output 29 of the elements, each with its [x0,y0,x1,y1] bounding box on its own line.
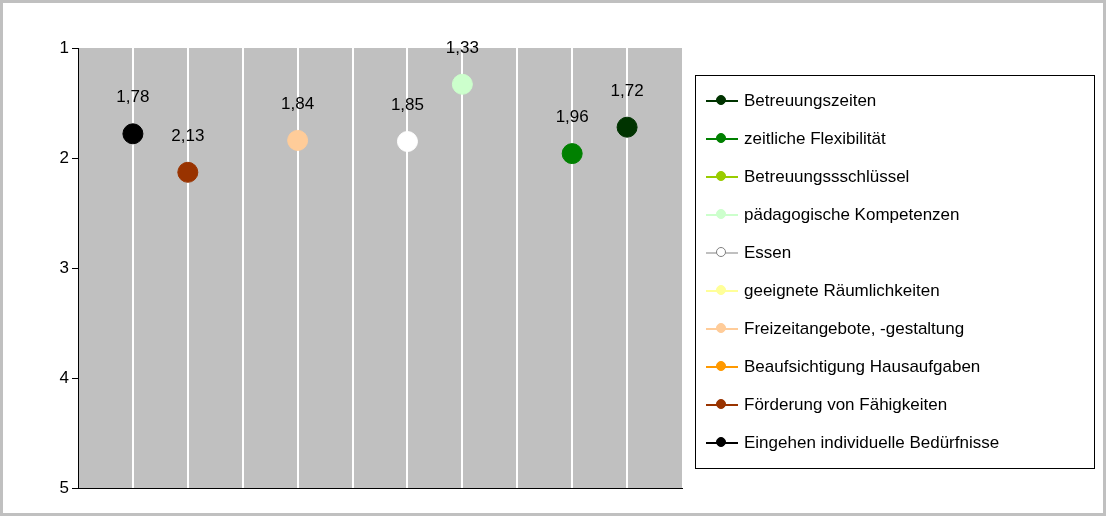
data-label: 1,78 [116,87,150,107]
y-tick-label: 2 [59,147,69,167]
y-tick-label: 1 [59,37,69,57]
legend-label: Betreuungszeiten [744,91,877,111]
y-tick-label: 5 [59,477,69,497]
legend-label: Eingehen individuelle Bedürfnisse [744,433,1000,453]
data-label: 2,13 [171,125,205,145]
data-label: 1,96 [555,107,589,127]
data-label: 1,33 [445,37,479,57]
point [561,143,583,165]
legend-label: Förderung von Fähigkeiten [744,395,948,415]
legend-label: zeitliche Flexibilität [744,129,886,149]
point [287,129,309,151]
point [122,123,144,145]
y-tick-label: 4 [59,367,69,387]
legend-label: pädagogische Kompetenzen [744,205,960,225]
data-label: 1,84 [281,94,315,114]
legend-label: geeignete Räumlichkeiten [744,281,940,301]
point [177,161,199,183]
point [396,131,418,152]
legend-label: Betreuungssschlüssel [744,167,910,187]
data-label: 1,85 [390,95,424,115]
y-tick-label: 3 [59,257,69,277]
point [451,73,473,95]
data-label: 1,72 [610,80,644,100]
point [616,116,638,138]
legend-label: Freizeitangebote, -gestaltung [744,319,965,339]
legend-label: Essen [744,243,792,263]
legend-label: Beaufsichtigung Hausaufgaben [744,357,981,377]
